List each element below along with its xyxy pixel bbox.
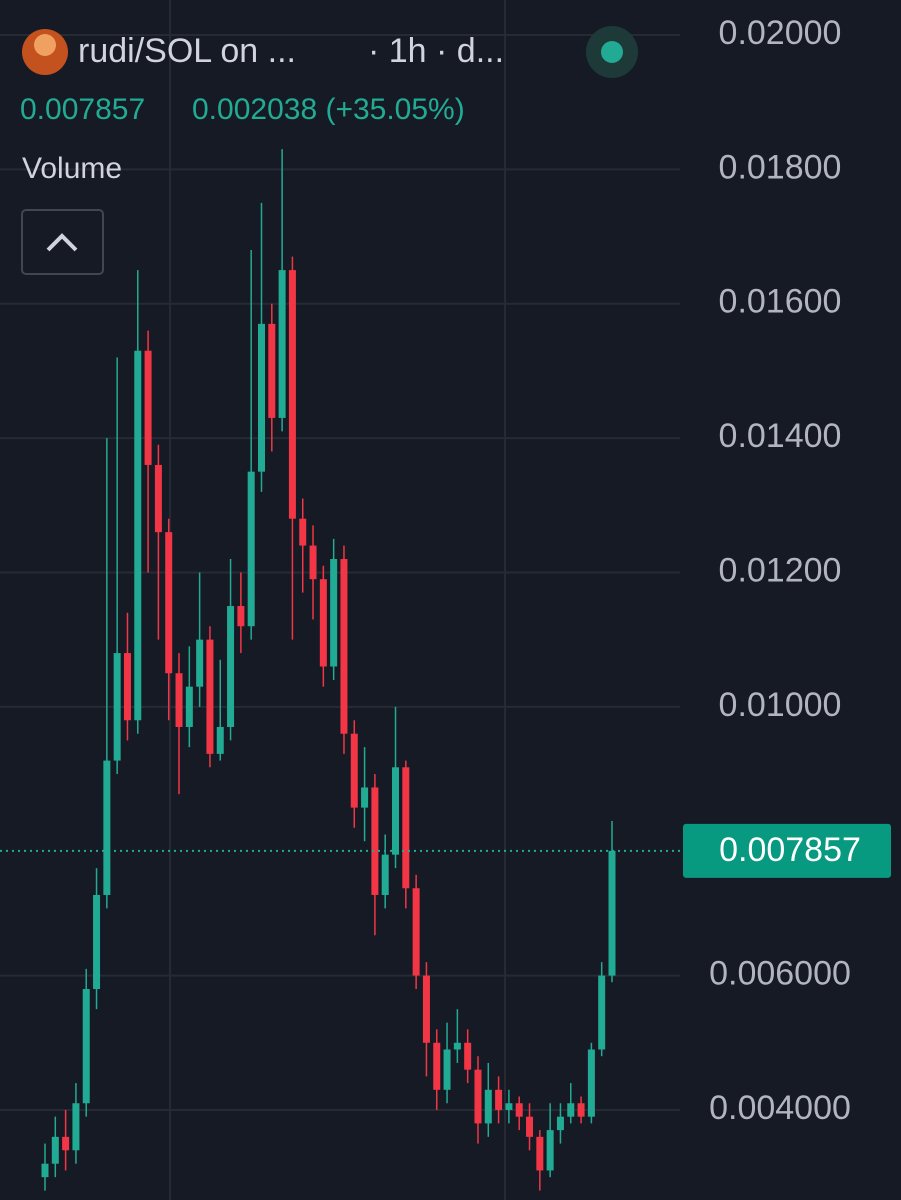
candle-body <box>577 1103 585 1117</box>
candle-body <box>567 1103 575 1117</box>
candle-body <box>206 639 214 754</box>
candle-body <box>93 894 101 990</box>
y-tick-label: 0.004000 <box>709 1089 851 1127</box>
collapse-button[interactable] <box>21 209 104 275</box>
y-tick-label: 0.01600 <box>719 283 842 321</box>
candle-body <box>309 545 317 580</box>
y-tick-label: 0.01200 <box>719 551 842 589</box>
candle-body <box>41 1163 49 1178</box>
candle-body <box>526 1116 534 1137</box>
candle-body <box>216 726 224 754</box>
avatar-face <box>34 34 56 56</box>
candle-body <box>299 518 307 546</box>
candle-body <box>82 989 90 1104</box>
candle-body <box>185 686 193 727</box>
candle-body <box>587 1049 595 1117</box>
candle-body <box>505 1103 513 1110</box>
candle-body <box>134 350 142 721</box>
candle-body <box>412 888 420 976</box>
candle-body <box>453 1042 461 1050</box>
candle-body <box>319 579 327 667</box>
candle-body <box>103 760 111 895</box>
volume-label: Volume <box>22 152 122 185</box>
candle-body <box>123 653 131 721</box>
candle-body <box>556 1116 564 1131</box>
header-change: 0.002038 (+35.05%) <box>192 93 465 126</box>
candle-body <box>165 532 173 674</box>
candle-body <box>402 767 410 889</box>
candle-body <box>392 767 400 855</box>
candle-body <box>484 1089 492 1124</box>
candle-body <box>113 653 121 761</box>
pair-title: rudi/SOL on ... <box>78 32 296 70</box>
overlay: rudi/SOL on ... · 1h · d... 0.007857 0.0… <box>20 26 638 275</box>
last-price-label: 0.007857 <box>719 831 861 869</box>
y-tick-label: 0.01800 <box>719 148 842 186</box>
candle-body <box>196 639 204 687</box>
candle-body <box>278 270 286 418</box>
candle-body <box>227 606 235 727</box>
candle-body <box>464 1042 472 1070</box>
y-tick-label: 0.006000 <box>709 955 851 993</box>
candle-body <box>340 559 348 734</box>
candle-body <box>536 1136 544 1171</box>
candle-body <box>175 673 183 727</box>
candle-body <box>350 733 358 808</box>
last-price-box <box>683 823 891 878</box>
y-tick-label: 0.01400 <box>719 417 842 455</box>
candle-body <box>515 1103 523 1117</box>
candle-body <box>381 854 389 895</box>
y-tick-label: 0.02000 <box>719 14 842 52</box>
candle-body <box>443 1049 451 1090</box>
candle-body <box>268 323 276 418</box>
candle-body <box>144 350 152 465</box>
candle-body <box>237 606 245 627</box>
plot <box>0 149 680 1191</box>
candle-body <box>154 464 162 533</box>
candle-body <box>62 1136 70 1151</box>
candle-body <box>422 975 430 1043</box>
grid <box>0 0 680 1200</box>
candle-body <box>433 1042 441 1090</box>
candle-body <box>598 975 606 1050</box>
interval: · 1h · d... <box>368 32 504 70</box>
candle-body <box>288 270 296 519</box>
candle-body <box>371 787 379 895</box>
chevron <box>46 233 78 252</box>
candle-body <box>247 471 255 627</box>
candle-body <box>330 559 338 667</box>
candle-body <box>495 1089 503 1110</box>
status-dot <box>601 41 623 63</box>
candle-body <box>474 1069 482 1124</box>
candle-body <box>72 1103 80 1151</box>
candle-body <box>361 787 369 808</box>
candle-body <box>51 1136 59 1164</box>
y-tick-label: 0.01000 <box>719 686 842 724</box>
candle-body <box>257 323 265 472</box>
header-price: 0.007857 <box>20 93 145 126</box>
candle-body <box>546 1130 554 1171</box>
candle-body <box>608 850 616 976</box>
